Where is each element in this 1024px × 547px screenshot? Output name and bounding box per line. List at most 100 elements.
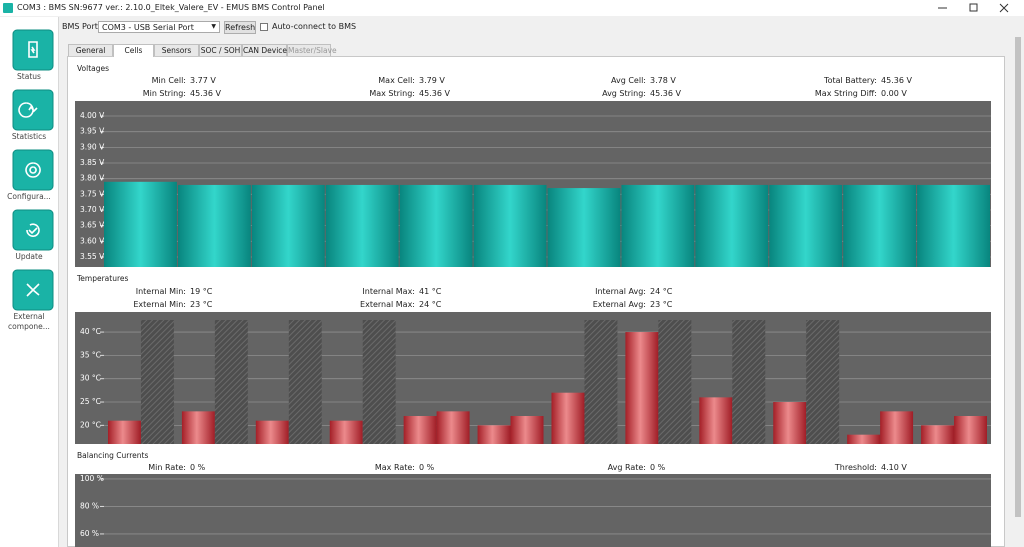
bar [551,392,585,444]
y-tick-label: 3.95 V [80,127,105,136]
sidebar-label: Statistics [11,132,47,141]
stat-label: Max Rate: [374,463,415,472]
stat-label: Min Cell: [151,76,186,85]
no-data-hatch [288,320,322,444]
app-icon [3,3,13,13]
stat-value: 45.36 V [650,88,681,98]
port-value: COM3 - USB Serial Port [102,23,194,32]
stat-label: Internal Avg: [595,287,646,296]
stat-value: 3.79 V [419,76,445,85]
y-tick-label: 35 °C [80,350,101,359]
bar [177,184,251,267]
icon-glyph [28,41,38,58]
tab[interactable]: Cells [113,44,154,57]
sidebar-icon[interactable] [12,149,54,191]
stat-value: 0 % [419,463,435,472]
stat-label: Avg String: [602,88,646,98]
scrollbar-thumb[interactable] [1015,37,1021,517]
stat-label: Internal Max: [362,287,415,296]
y-tick-label: 30 °C [80,374,101,383]
bar [621,184,695,267]
bar [403,416,437,444]
y-tick-label: 3.80 V [80,174,105,183]
stat-value: 45.36 V [419,88,450,98]
y-tick-label: 3.60 V [80,236,105,245]
window-title: COM3 : BMS SN:9677 ver.: 2.10.0_Eltek_Va… [17,3,325,12]
tab[interactable]: Master/Slave [287,44,337,56]
stat-label: External Min: [133,299,186,309]
sidebar-icon[interactable] [12,29,54,71]
sidebar-label: External compone... [8,312,50,331]
title-bar: COM3 : BMS SN:9677 ver.: 2.10.0_Eltek_Va… [0,0,1024,16]
bar [880,411,914,444]
bar [954,416,987,444]
sidebar-icon[interactable] [12,89,54,131]
section-heading: Temperatures [77,274,129,283]
y-tick-label: 60 % [80,529,99,538]
autoconnect-label: Auto-connect to BMS [272,22,357,31]
icon-glyph [25,162,41,178]
stat-value: 0 % [190,463,206,472]
bar [510,416,544,444]
bar [251,184,325,267]
icon-glyph [26,223,40,237]
sidebar-label: Configura... [7,192,51,201]
stat-label: Max String: [369,88,415,98]
stat-value: 0.00 V [881,88,907,98]
icon-glyph [26,283,40,297]
refresh-button[interactable]: Refresh [224,21,256,34]
y-tick-label: 3.55 V [80,252,105,261]
bar [699,397,733,444]
stat-label: Internal Min: [135,287,186,296]
stat-value: 45.36 V [881,76,912,85]
tab[interactable]: SOC / SOH [199,44,242,56]
stat-label: External Avg: [592,299,646,309]
bar [695,184,769,267]
stat-label: Max Cell: [378,76,415,85]
section-heading: Balancing Currents [77,451,149,460]
restore-button[interactable] [969,3,978,12]
y-tick-label: 25 °C [80,397,101,406]
stat-value: 23 °C [650,299,673,309]
bar [773,402,807,444]
bar [769,184,843,267]
title-bar-graphics [3,3,1009,13]
stat-value: 3.78 V [650,76,676,85]
y-tick-label: 4.00 V [80,111,105,120]
autoconnect-checkbox[interactable] [260,23,268,31]
tab[interactable]: CAN Devices [242,44,291,56]
sidebar-label: Update [15,252,43,261]
stat-value: 24 °C [650,287,673,296]
stat-label: Avg Rate: [607,463,646,472]
stat-value: 41 °C [419,287,442,296]
chart: 100 % 80 % 60 % [75,474,991,547]
scrollbar[interactable] [1012,17,1024,547]
close-button[interactable] [999,3,1009,13]
y-tick-label: 80 % [80,501,99,510]
no-data-hatch [658,320,692,444]
bar [399,184,473,267]
no-data-hatch [806,320,840,444]
port-select[interactable]: COM3 - USB Serial Port ▼ [98,21,220,33]
section-heading: Voltages [77,64,110,73]
stat-value: 24 °C [419,299,442,309]
stat-label: Total Battery: [824,76,877,85]
tab[interactable]: Sensors [154,44,199,56]
sidebar-icon[interactable] [12,269,54,311]
chart: 40 °C 35 °C 30 °C 25 °C 20 °C [75,312,991,444]
icon-background [12,149,54,191]
bar [108,420,141,444]
bar [255,420,289,444]
sidebar-icon[interactable] [12,209,54,251]
bar [917,184,990,267]
stat-value: 0 % [650,463,666,472]
bar [477,425,511,444]
bar [847,434,881,444]
tab[interactable]: General [68,44,113,56]
stat-label: External Max: [360,299,415,309]
stat-label: Threshold: [834,463,877,472]
y-tick-label: 3.65 V [80,221,105,230]
chart: 4.00 V 3.95 V 3.90 V 3.85 V 3.80 V 3.75 V 3.70… [75,101,991,267]
stat-value: 19 °C [190,287,213,296]
plot-background [75,474,991,547]
